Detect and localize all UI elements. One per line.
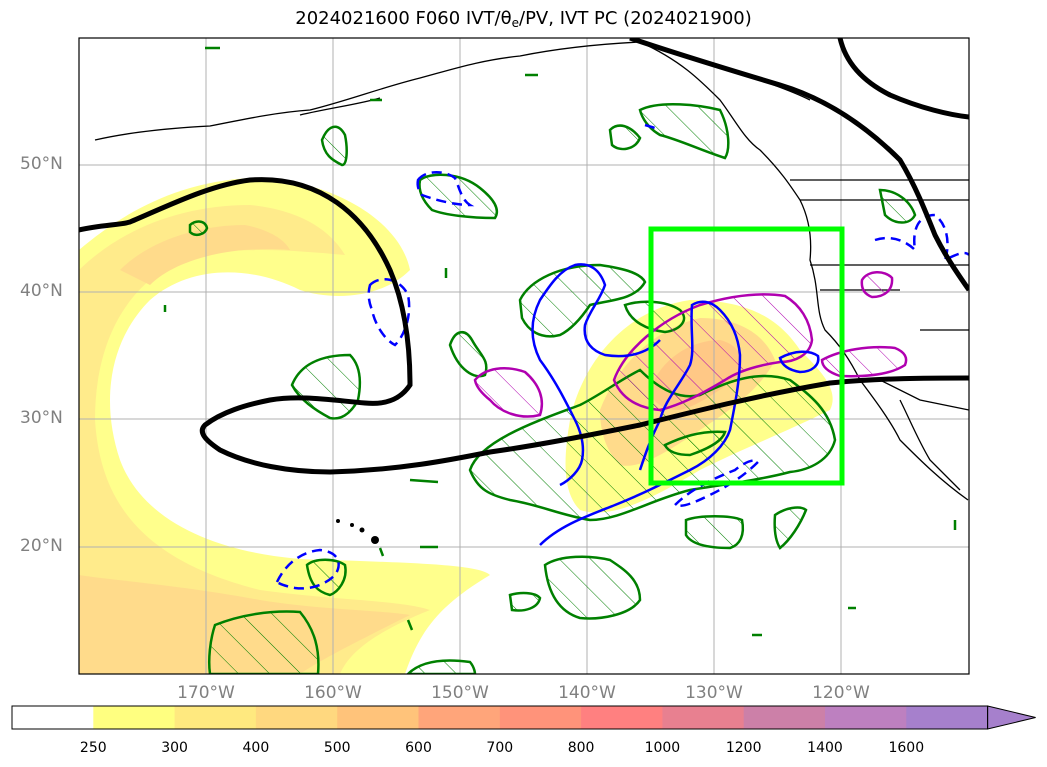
ivt-pc-small-contours	[163, 46, 957, 637]
colorbar-segment	[662, 706, 745, 729]
colorbar-tick-label: 1600	[888, 740, 925, 756]
colorbar	[11, 705, 1036, 730]
lat-label-20: 20°N	[20, 536, 63, 556]
colorbar-tick-label: 800	[567, 740, 595, 756]
ivt-400-band	[79, 205, 430, 674]
colorbar-segment	[93, 706, 176, 729]
colorbar-tick-label: 1200	[725, 740, 762, 756]
colorbar-extend-arrow	[987, 705, 1036, 730]
lon-label-120w: 120°W	[812, 683, 870, 703]
colorbar-segment	[174, 706, 257, 729]
map-border	[78, 37, 970, 675]
colorbar-tick-label: 1000	[644, 740, 681, 756]
colorbar-segment	[906, 706, 989, 729]
lon-label-130w: 130°W	[685, 683, 743, 703]
colorbar-segment	[12, 706, 94, 729]
colorbar-segment	[499, 706, 582, 729]
hawaii-islands	[336, 519, 379, 544]
colorbar-border	[11, 705, 989, 730]
colorbar-tick-label: 300	[161, 740, 188, 756]
lat-label-50: 50°N	[20, 154, 63, 174]
lon-label-160w: 160°W	[304, 683, 362, 703]
lat-label-30: 30°N	[20, 408, 63, 428]
colorbar-segment	[743, 706, 826, 729]
pv-dashed-contours	[275, 123, 969, 590]
colorbar-segment	[581, 706, 663, 729]
colorbar-tick-label: 250	[79, 740, 107, 756]
lon-label-150w: 150°W	[431, 683, 489, 703]
lon-label-170w: 170°W	[177, 683, 235, 703]
colorbar-tick-label: 600	[405, 740, 432, 756]
lon-label-140w: 140°W	[558, 683, 616, 703]
colorbar-tick-label: 1400	[807, 740, 843, 756]
colorbar-segment	[337, 706, 419, 729]
ivt-300-band	[79, 178, 490, 674]
plot-title: 2024021600 F060 IVT/θe/PV, IVT PC (20240…	[295, 8, 752, 30]
colorbar-tick-label: 700	[486, 740, 514, 756]
colorbar-segment	[825, 706, 907, 729]
highlight-box	[648, 226, 845, 486]
colorbar-tick-label: 400	[242, 740, 270, 756]
colorbar-tick-label: 500	[323, 740, 351, 756]
colorbar-segment	[418, 706, 501, 729]
colorbar-segment	[255, 706, 338, 729]
lat-label-40: 40°N	[20, 281, 63, 301]
ivt-500-band	[120, 225, 290, 285]
